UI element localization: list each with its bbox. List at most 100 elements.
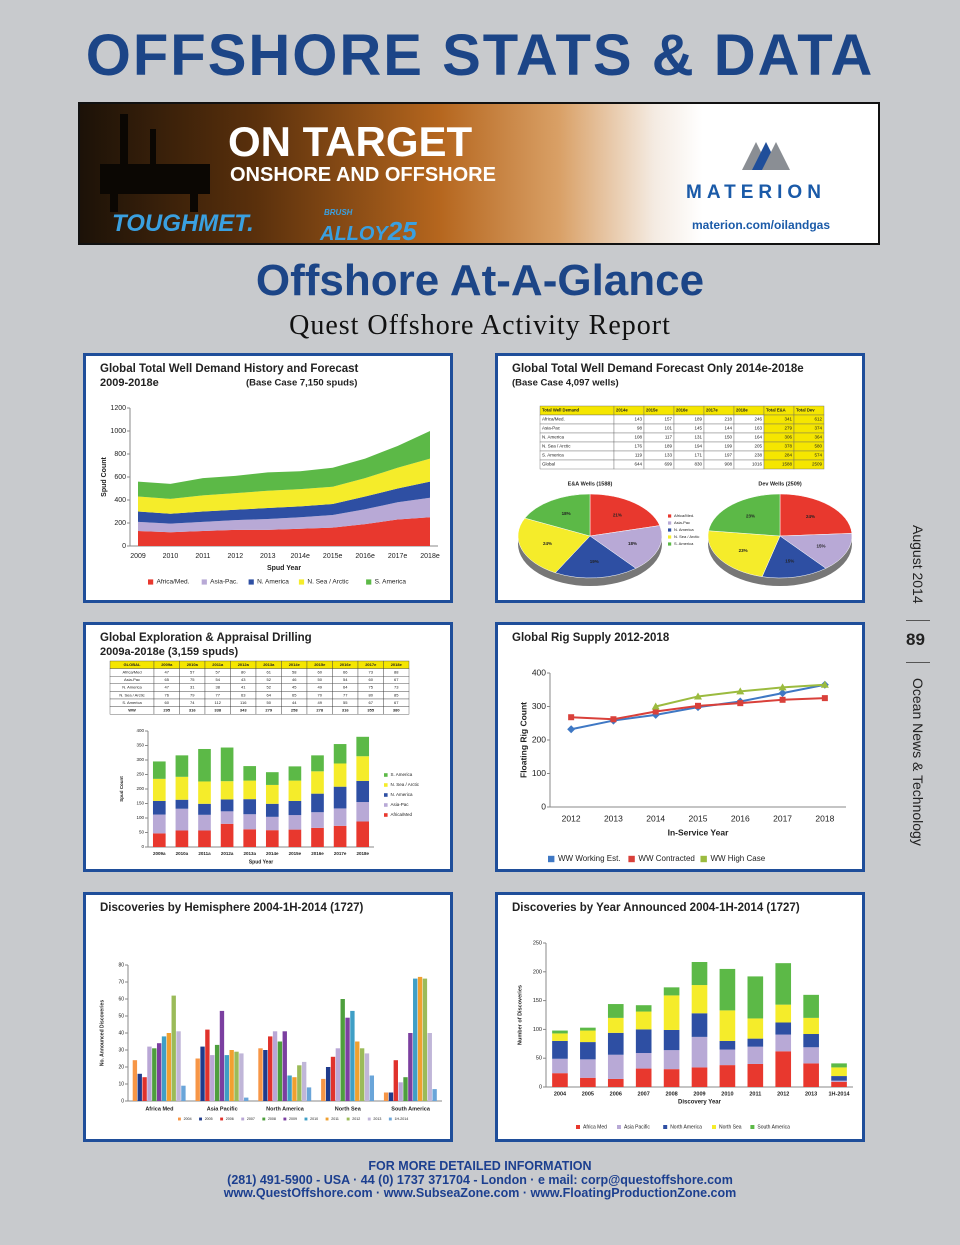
table-cell-text: 67 [394, 700, 399, 705]
bar [398, 1082, 403, 1101]
table-cell-text: WW [128, 707, 136, 712]
bar-segment [152, 778, 166, 801]
bar [321, 1078, 326, 1101]
x-tick-label: 2016 [731, 813, 750, 823]
y-tick-label: 400 [532, 667, 546, 677]
bar-segment [152, 814, 166, 834]
legend-swatch [384, 813, 388, 817]
bar-segment [803, 994, 819, 1018]
legend-swatch [199, 1117, 202, 1121]
table-cell-text: 355 [367, 707, 374, 712]
chart-note: (Base Case 7,150 spuds) [246, 378, 357, 389]
table-header: 2015e [646, 408, 658, 413]
bar-segment [635, 1029, 652, 1054]
table-cell-text: 380 [393, 707, 400, 712]
bar-segment [552, 1033, 568, 1041]
bar-segment [803, 1017, 819, 1035]
bar [219, 1010, 225, 1101]
bar-segment [691, 962, 708, 986]
table-header: 2017e [706, 408, 718, 413]
bar-segment [356, 736, 370, 757]
table-cell-text: 830 [694, 462, 702, 467]
y-tick-label: 0 [121, 1098, 124, 1104]
table-cell-text: 144 [724, 426, 732, 431]
table-cell-text: 374 [814, 426, 822, 431]
marker [568, 714, 575, 721]
legend-swatch [201, 579, 207, 585]
table-cell-text: N. Sea / Arctic [542, 444, 571, 449]
pie-label: 24% [543, 541, 552, 546]
chart-title: Discoveries by Hemisphere 2004-1H-2014 (… [100, 902, 364, 914]
table-cell-text: 2018e [391, 662, 403, 667]
y-tick-label: 1200 [110, 405, 126, 412]
section-subtitle: Quest Offshore Activity Report [289, 310, 671, 341]
bar-segment [198, 781, 211, 804]
table-cell-text: 2010a [187, 662, 199, 667]
footer-line: (281) 491-5900 - USA · 44 (0) 1737 37170… [227, 1173, 733, 1187]
ad-company: MATERION [686, 182, 826, 203]
x-tick-label: 2018e [420, 553, 440, 560]
bar-segment [552, 1073, 568, 1087]
bar-segment [311, 812, 324, 828]
table-cell-text: 364 [814, 435, 822, 440]
table-cell-text: 163 [754, 426, 762, 431]
y-tick-label: 100 [532, 768, 546, 778]
y-tick-label: 60 [118, 996, 124, 1002]
table-cell-text: 65 [292, 692, 297, 697]
y-tick-label: 150 [533, 998, 542, 1004]
legend-label: 2010 [310, 1117, 318, 1121]
bar [195, 1058, 200, 1101]
table-cell-text: 76 [165, 692, 170, 697]
legend-label: Africa Med [583, 1124, 607, 1130]
y-tick-label: 400 [136, 728, 144, 733]
x-tick-label: 2012 [777, 1091, 789, 1097]
bar-segment [175, 755, 189, 777]
ad-headline: ON TARGET [228, 118, 473, 165]
bar-segment [265, 830, 279, 847]
legend-swatch [384, 773, 388, 777]
table-cell-text: 60 [369, 677, 374, 682]
bar-segment [607, 1017, 624, 1033]
x-tick-label: South America [391, 1106, 431, 1112]
legend-label: South America [757, 1124, 790, 1130]
x-tick-label: 2018e [356, 851, 369, 856]
divider [906, 620, 930, 621]
pie-label: 18% [628, 541, 637, 546]
legend-swatch [668, 535, 672, 539]
legend-label: 2012 [352, 1117, 360, 1121]
table-cell-text: 108 [634, 435, 642, 440]
page-number: 89 [906, 630, 925, 649]
pie-label: 15% [816, 544, 825, 549]
chart-panel: Discoveries by Hemisphere 2004-1H-2014 (… [83, 892, 453, 1142]
table-cell-text: 54 [343, 677, 348, 682]
legend-swatch [148, 579, 154, 585]
legend-swatch [248, 579, 254, 585]
table-cell-text: 119 [635, 453, 643, 458]
legend-swatch [384, 793, 388, 797]
table-cell-text: 164 [754, 435, 762, 440]
table-cell-text: Global [542, 462, 555, 467]
y-tick-label: 250 [136, 772, 144, 777]
table-cell-text: 50 [318, 677, 323, 682]
marker [820, 680, 829, 688]
chart-panel: Discoveries by Year Announced 2004-1H-20… [495, 892, 865, 1142]
table-cell-text: 47 [165, 669, 170, 674]
bar-segment [333, 763, 347, 787]
bar [350, 1010, 355, 1101]
area [138, 481, 430, 524]
bar-segment [775, 1022, 792, 1035]
y-tick-label: 50 [536, 1056, 542, 1062]
bar [200, 1046, 205, 1101]
y-tick-label: 80 [118, 962, 124, 968]
ad-subhead: ONSHORE AND OFFSHORE [230, 164, 496, 186]
bar [413, 978, 418, 1101]
section-title: Offshore At-A-Glance [255, 256, 705, 305]
bar-segment [775, 1004, 792, 1023]
bar-segment [747, 976, 764, 1019]
x-tick-label: North Sea [335, 1106, 362, 1112]
x-tick-label: 2013a [243, 851, 256, 856]
bar-segment [607, 1054, 624, 1079]
table-cell-text: 316 [342, 707, 349, 712]
x-tick-label: 2017e [388, 553, 408, 560]
x-tick-label: Asia Pacific [207, 1106, 238, 1112]
